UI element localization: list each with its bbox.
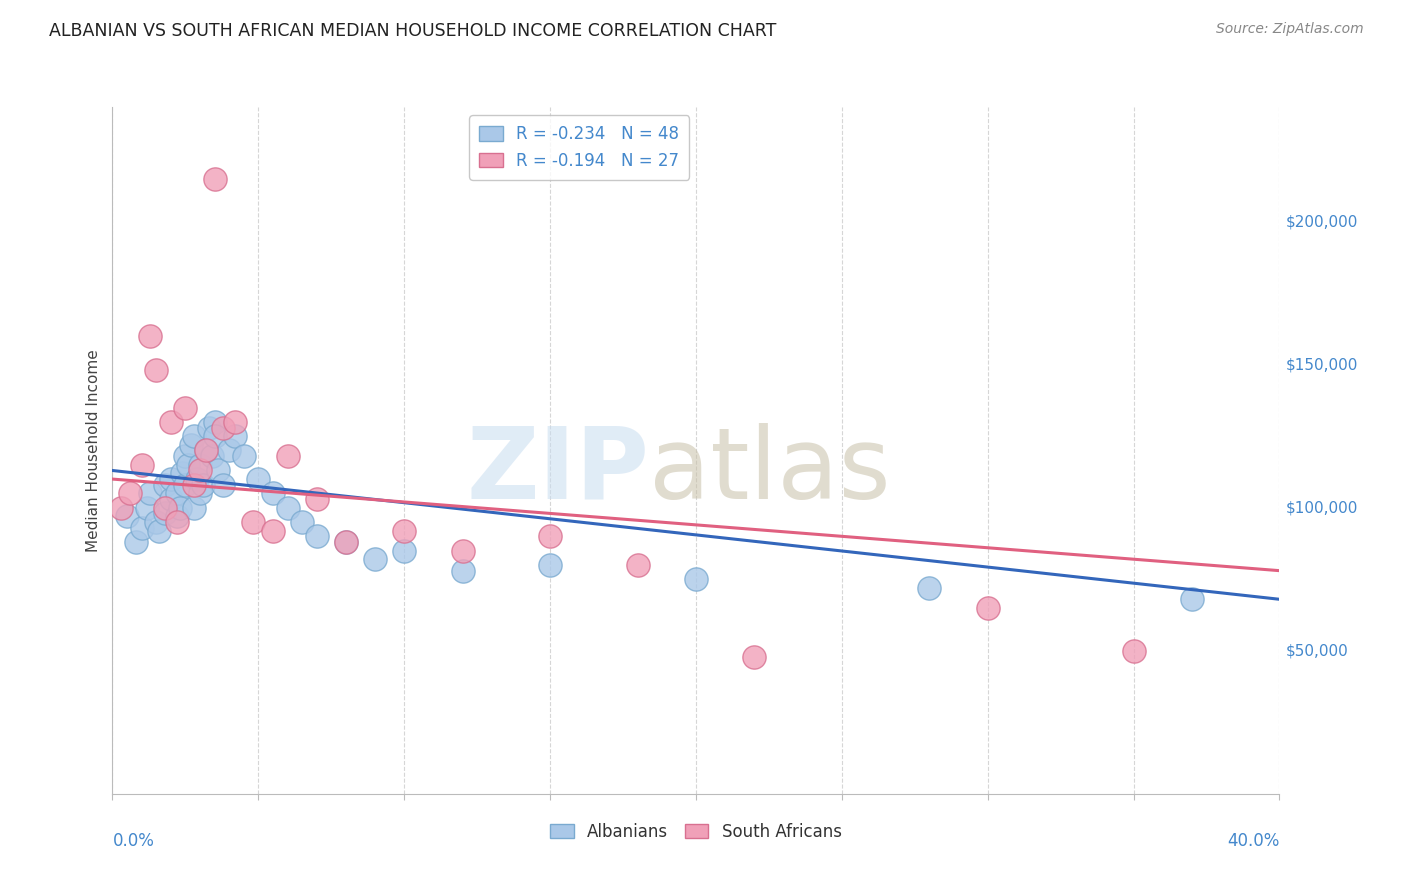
- Point: [224, 429, 246, 443]
- Point: [335, 535, 357, 549]
- Point: [110, 500, 132, 515]
- Point: [180, 438, 202, 452]
- Y-axis label: Median Household Income: Median Household Income: [86, 349, 101, 552]
- Point: [166, 509, 188, 524]
- Text: $200,000: $200,000: [1285, 214, 1358, 229]
- Point: [166, 486, 188, 500]
- Point: [139, 486, 162, 500]
- Point: [276, 500, 298, 515]
- Point: [188, 463, 211, 477]
- Text: $100,000: $100,000: [1285, 500, 1358, 516]
- Point: [392, 543, 416, 558]
- Point: [212, 478, 235, 492]
- Text: Source: ZipAtlas.com: Source: ZipAtlas.com: [1216, 22, 1364, 37]
- Point: [207, 463, 229, 477]
- Point: [276, 449, 298, 463]
- Point: [451, 543, 474, 558]
- Point: [1122, 644, 1144, 658]
- Point: [160, 472, 183, 486]
- Point: [136, 500, 159, 515]
- Point: [169, 500, 191, 515]
- Point: [204, 171, 226, 186]
- Point: [153, 500, 176, 515]
- Point: [115, 509, 138, 524]
- Point: [188, 458, 211, 472]
- Point: [538, 558, 561, 572]
- Point: [918, 581, 941, 595]
- Text: $150,000: $150,000: [1285, 357, 1358, 372]
- Point: [392, 524, 416, 538]
- Point: [194, 443, 217, 458]
- Point: [188, 486, 211, 500]
- Point: [201, 449, 224, 463]
- Point: [183, 429, 205, 443]
- Point: [139, 329, 162, 343]
- Text: $50,000: $50,000: [1285, 643, 1348, 658]
- Point: [204, 415, 226, 429]
- Text: 40.0%: 40.0%: [1227, 831, 1279, 850]
- Point: [451, 564, 474, 578]
- Point: [197, 420, 219, 434]
- Point: [1181, 592, 1204, 607]
- Point: [186, 472, 208, 486]
- Point: [183, 500, 205, 515]
- Point: [131, 521, 153, 535]
- Point: [177, 458, 200, 472]
- Point: [976, 600, 998, 615]
- Point: [626, 558, 648, 572]
- Point: [364, 552, 387, 566]
- Point: [242, 515, 264, 529]
- Point: [742, 649, 765, 664]
- Point: [174, 449, 197, 463]
- Point: [183, 478, 205, 492]
- Point: [262, 486, 284, 500]
- Point: [153, 507, 176, 521]
- Point: [174, 478, 197, 492]
- Text: ALBANIAN VS SOUTH AFRICAN MEDIAN HOUSEHOLD INCOME CORRELATION CHART: ALBANIAN VS SOUTH AFRICAN MEDIAN HOUSEHO…: [49, 22, 776, 40]
- Point: [125, 535, 148, 549]
- Point: [305, 492, 328, 507]
- Point: [118, 486, 141, 500]
- Point: [224, 415, 246, 429]
- Point: [262, 524, 284, 538]
- Point: [204, 429, 226, 443]
- Point: [131, 458, 153, 472]
- Point: [212, 420, 235, 434]
- Text: atlas: atlas: [650, 423, 891, 519]
- Point: [305, 529, 328, 543]
- Point: [191, 478, 214, 492]
- Point: [145, 515, 167, 529]
- Point: [160, 415, 183, 429]
- Point: [160, 492, 183, 507]
- Point: [218, 443, 240, 458]
- Point: [247, 472, 270, 486]
- Point: [172, 467, 194, 481]
- Point: [538, 529, 561, 543]
- Point: [148, 524, 170, 538]
- Point: [291, 515, 314, 529]
- Point: [194, 443, 217, 458]
- Point: [685, 572, 707, 586]
- Point: [166, 515, 188, 529]
- Point: [335, 535, 357, 549]
- Point: [153, 478, 176, 492]
- Legend: Albanians, South Africans: Albanians, South Africans: [544, 816, 848, 847]
- Point: [145, 363, 167, 377]
- Text: 0.0%: 0.0%: [112, 831, 155, 850]
- Point: [232, 449, 254, 463]
- Point: [174, 401, 197, 415]
- Text: ZIP: ZIP: [467, 423, 650, 519]
